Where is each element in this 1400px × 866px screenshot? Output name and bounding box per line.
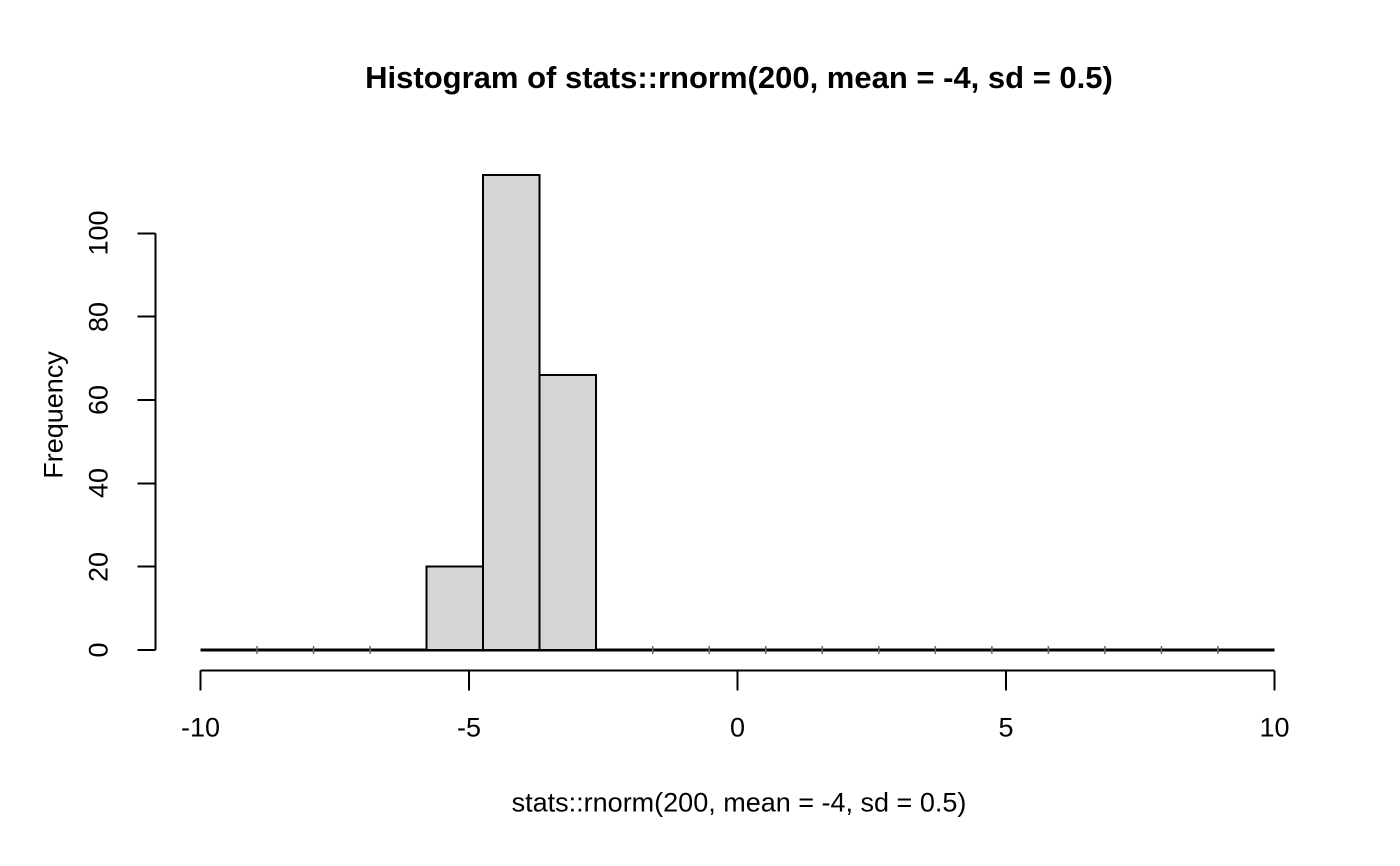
histogram-bar: [425, 565, 485, 651]
histogram-bar: [482, 173, 541, 651]
x-tick-label-0: 0: [729, 712, 746, 743]
chart-title: Histogram of stats::rnorm(200, mean = -4…: [365, 60, 1113, 95]
y-tick-label-100: 100: [83, 210, 114, 256]
y-tick-label-0: 0: [83, 642, 114, 658]
x-tick-label-5: 5: [998, 712, 1014, 743]
x-tick-label--5: -5: [456, 712, 482, 743]
y-tick-label-20: 20: [83, 551, 114, 582]
y-axis-label: Frequency: [38, 351, 69, 479]
zero-bin-edge-mark: [1160, 646, 1163, 654]
zero-bin-edge-mark: [369, 646, 371, 654]
zero-bin-edge-mark: [708, 646, 711, 654]
zero-bin-edge-mark: [991, 646, 993, 654]
zero-bin-edge-mark: [256, 646, 258, 654]
x-tick-label-10: 10: [1259, 712, 1290, 743]
zero-bin-edge-mark: [934, 646, 937, 654]
zero-bin-edge-mark: [651, 646, 654, 654]
zero-bin-edge-mark: [878, 646, 880, 654]
histogram-bar: [538, 373, 598, 651]
zero-bin-edge-mark: [1104, 646, 1106, 654]
y-tick-label-40: 40: [83, 468, 114, 499]
zero-bin-edge-mark: [1047, 646, 1050, 654]
zero-bin-edge-mark: [764, 646, 767, 654]
zero-bin-edge-mark: [312, 646, 315, 654]
y-tick-label-80: 80: [83, 301, 114, 332]
x-axis-label: stats::rnorm(200, mean = -4, sd = 0.5): [511, 787, 967, 818]
x-tick-label--10: -10: [180, 712, 221, 743]
y-tick-label-60: 60: [83, 384, 114, 415]
zero-bin-edge-mark: [821, 646, 824, 654]
zero-bin-edge-mark: [1217, 646, 1219, 654]
